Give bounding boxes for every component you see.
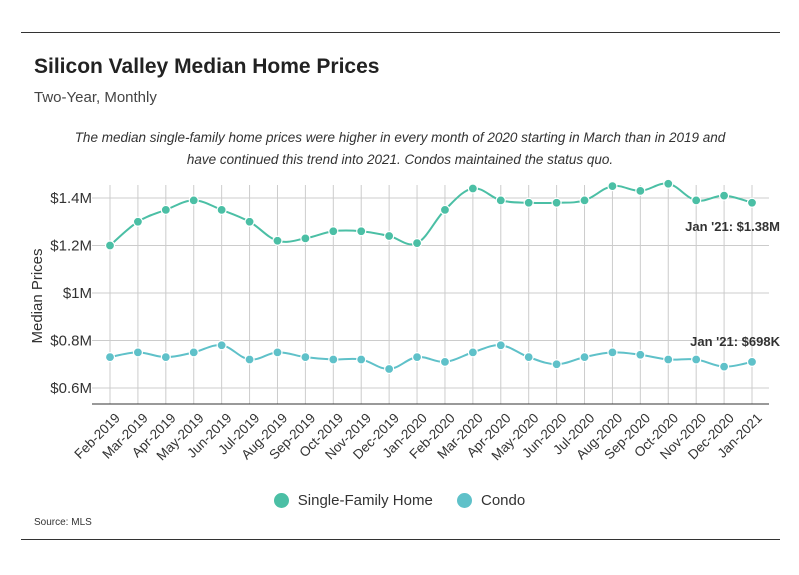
legend-item-condo: Condo bbox=[457, 492, 525, 509]
data-point-single-family bbox=[523, 197, 534, 208]
data-point-single-family bbox=[328, 226, 339, 237]
data-point-condo bbox=[272, 347, 283, 358]
y-tick-label: $1.2M bbox=[50, 238, 92, 255]
data-point-single-family bbox=[439, 204, 451, 215]
data-point-condo bbox=[328, 354, 339, 365]
source-note: Source: MLS bbox=[34, 517, 92, 528]
data-point-condo bbox=[746, 356, 758, 367]
data-point-single-family bbox=[551, 197, 562, 208]
legend-item-single-family: Single-Family Home bbox=[273, 492, 433, 509]
data-point-condo bbox=[579, 352, 590, 363]
data-point-single-family bbox=[635, 185, 646, 196]
data-point-condo bbox=[635, 349, 646, 360]
annotation-label: Jan '21: $698K bbox=[690, 334, 780, 349]
y-tick-label: $1M bbox=[63, 285, 92, 302]
legend-marker-condo bbox=[457, 493, 472, 508]
data-point-condo bbox=[356, 354, 367, 365]
legend: Single-Family Home Condo bbox=[0, 492, 799, 512]
data-point-single-family bbox=[718, 190, 730, 201]
y-tick-label: $0.6M bbox=[50, 380, 92, 397]
data-point-single-family bbox=[411, 238, 423, 249]
data-point-single-family bbox=[188, 195, 199, 206]
data-point-single-family bbox=[216, 204, 227, 215]
data-point-single-family bbox=[607, 181, 618, 192]
data-point-condo bbox=[104, 352, 116, 363]
data-point-single-family bbox=[356, 226, 367, 237]
data-point-condo bbox=[551, 359, 562, 370]
data-point-single-family bbox=[663, 178, 674, 189]
data-point-condo bbox=[411, 352, 423, 363]
data-point-condo bbox=[495, 340, 506, 351]
y-tick-label: $0.8M bbox=[50, 333, 92, 350]
data-point-single-family bbox=[467, 183, 478, 194]
legend-label-condo: Condo bbox=[481, 492, 526, 509]
data-point-single-family bbox=[384, 230, 395, 242]
data-point-condo bbox=[467, 347, 478, 358]
top-rule bbox=[21, 32, 780, 33]
data-point-single-family bbox=[300, 233, 311, 244]
data-point-single-family bbox=[132, 216, 144, 227]
data-point-single-family bbox=[746, 197, 758, 208]
data-point-condo bbox=[691, 354, 702, 365]
data-point-condo bbox=[244, 354, 255, 365]
series-line-condo bbox=[109, 344, 753, 371]
y-axis-label: Median Prices bbox=[29, 248, 46, 343]
chart-note: The median single-family home prices wer… bbox=[74, 130, 726, 167]
annotation-label: Jan '21: $1.38M bbox=[685, 219, 780, 234]
series-line-single-family bbox=[109, 182, 753, 247]
data-point-condo bbox=[216, 340, 227, 351]
data-point-condo bbox=[718, 361, 730, 372]
data-point-condo bbox=[384, 363, 395, 375]
data-point-single-family bbox=[104, 240, 116, 251]
data-point-condo bbox=[663, 354, 674, 365]
data-point-condo bbox=[188, 347, 199, 358]
legend-marker-single-family bbox=[273, 493, 289, 508]
data-point-single-family bbox=[272, 235, 283, 246]
bottom-rule bbox=[21, 539, 780, 540]
chart-title: Silicon Valley Median Home Prices bbox=[34, 55, 380, 78]
data-point-condo bbox=[160, 352, 171, 363]
data-point-condo bbox=[607, 347, 618, 358]
y-tick-label: $1.4M bbox=[50, 190, 92, 207]
data-point-single-family bbox=[160, 204, 171, 215]
data-point-single-family bbox=[244, 216, 255, 227]
data-point-condo bbox=[132, 347, 144, 358]
data-point-condo bbox=[439, 356, 451, 367]
data-point-condo bbox=[523, 352, 534, 363]
chart-subtitle: Two-Year, Monthly bbox=[34, 89, 157, 106]
data-point-single-family bbox=[691, 195, 702, 206]
legend-label-single-family: Single-Family Home bbox=[297, 492, 433, 509]
data-point-single-family bbox=[579, 195, 590, 206]
data-point-condo bbox=[300, 352, 311, 363]
data-point-single-family bbox=[495, 195, 506, 206]
